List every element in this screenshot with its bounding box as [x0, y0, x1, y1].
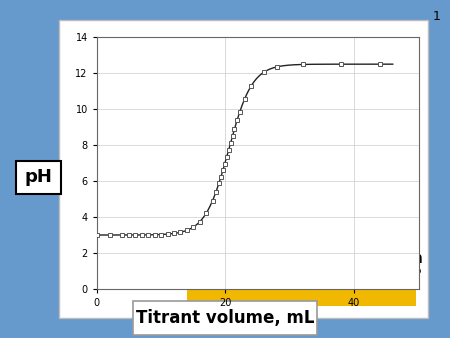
- FancyBboxPatch shape: [16, 161, 61, 194]
- FancyBboxPatch shape: [58, 20, 428, 318]
- Text: Titrations: Titrations: [148, 39, 347, 73]
- Text: 1: 1: [433, 10, 441, 23]
- Text: Titrant volume, mL: Titrant volume, mL: [136, 309, 314, 327]
- FancyBboxPatch shape: [187, 228, 416, 306]
- Text: At what point in a reaction
does neutralization occur?: At what point in a reaction does neutral…: [180, 251, 423, 283]
- Text: pH: pH: [24, 168, 52, 187]
- FancyBboxPatch shape: [133, 301, 317, 335]
